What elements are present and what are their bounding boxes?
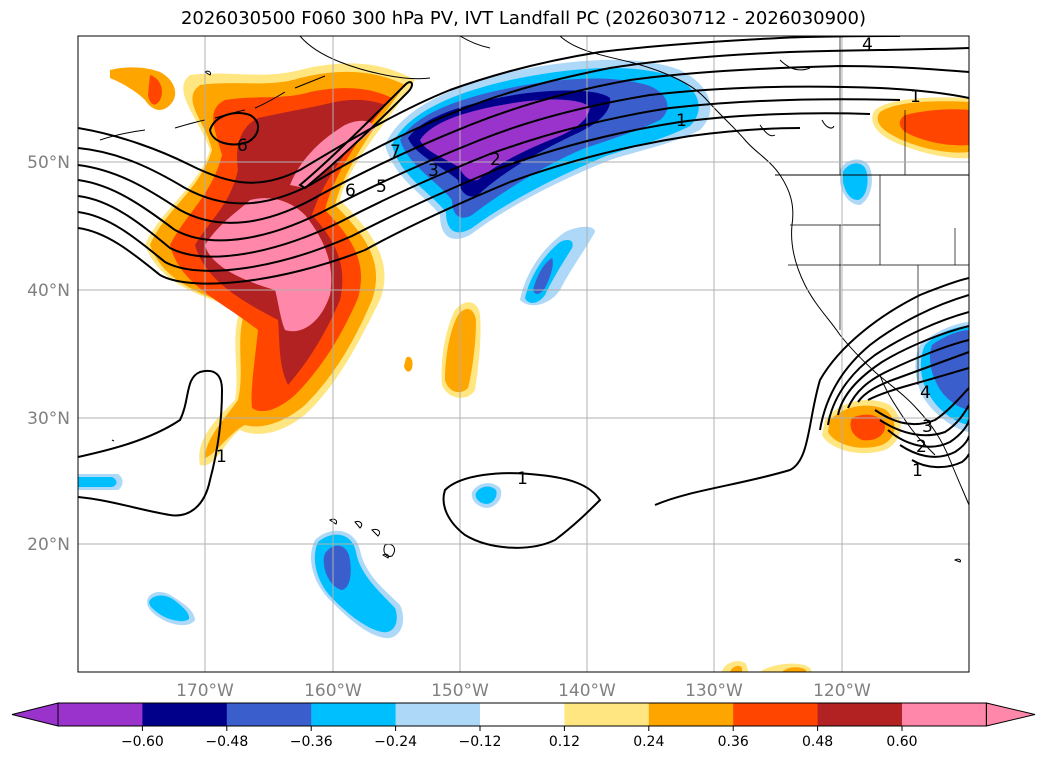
colorbar-tick-label: −0.24 (374, 734, 417, 750)
contour-jet-6 (78, 112, 871, 272)
coastline-north-america (559, 36, 969, 506)
contour-jet-4 (78, 85, 969, 242)
contour-label: 4 (920, 383, 931, 403)
contour-label: 2 (916, 437, 927, 457)
contour-trough-south (78, 370, 224, 517)
colorbar-cell (395, 703, 481, 726)
colorbar-cell (648, 703, 734, 726)
contour-label: 5 (376, 177, 387, 197)
contour-sw-1 (654, 277, 969, 506)
contour-labels: 4 1 6 7 2 6 5 3 1 1 2 3 4 1 1 (216, 35, 933, 489)
colorbar-cell (480, 703, 565, 726)
shading-neg-ridge-purple (420, 99, 590, 181)
contour-sw-3 (827, 311, 969, 426)
contour-label: 3 (428, 161, 439, 181)
shading-pv-alaska-blob-inner (148, 75, 162, 105)
shading-pv-baja-blob-red (850, 414, 886, 441)
contour-jet-7 (78, 127, 801, 285)
contour-jet-5 (78, 98, 901, 258)
coastline-alaska (299, 36, 491, 80)
shading-pv-canada-blob-red (899, 109, 969, 146)
lon-label-160w: 160°W (304, 681, 362, 701)
contour-sw-4 (837, 325, 969, 416)
border-canada-provinces (839, 36, 906, 175)
latitude-labels: 50°N 40°N 30°N 20°N (27, 153, 70, 555)
contour-label: 6 (345, 181, 356, 201)
colorbar-cell (142, 703, 228, 726)
lat-label-50n: 50°N (27, 153, 70, 173)
colorbar-cell (902, 703, 987, 726)
lat-label-20n: 20°N (27, 535, 70, 555)
lon-label-120w: 120°W (813, 681, 871, 701)
contour-sw-7 (867, 367, 969, 401)
contour-label: 1 (912, 461, 923, 481)
colorbar-tick-label: −0.36 (290, 734, 333, 750)
lon-label-140w: 140°W (558, 681, 616, 701)
lat-label-30n: 30°N (27, 409, 70, 429)
colorbar-tick-label: −0.60 (121, 734, 164, 750)
contour-label: 7 (390, 142, 401, 162)
colorbar-tick-label: 0.48 (802, 734, 833, 750)
colorbar-outline (57, 702, 987, 727)
contour-sw-2 (819, 294, 969, 431)
contour-label: 1 (910, 87, 921, 107)
colorbar-tick-label: 0.12 (549, 734, 580, 750)
contour-sw-6 (857, 351, 969, 403)
colorbar-tick-label: 0.60 (886, 734, 917, 750)
colorbar-cell (226, 703, 312, 726)
colorbar-tick-label: −0.48 (205, 734, 248, 750)
lon-label-170w: 170°W (176, 681, 234, 701)
contour-label: 1 (216, 447, 227, 467)
contour-jet-1 (78, 36, 901, 184)
contour-closed-1-mid (442, 472, 602, 549)
colorbar-tick-label: 0.24 (633, 734, 664, 750)
colorbar-tick-label: 0.36 (718, 734, 749, 750)
colorbar-cell (58, 703, 143, 726)
map-panel: 4 1 6 7 2 6 5 3 1 1 2 3 4 1 1 (77, 35, 970, 673)
contour-closed-6 (208, 112, 259, 146)
contour-sw-5 (847, 339, 969, 409)
coastline-hawaii (329, 518, 395, 557)
contour-label: 6 (237, 136, 248, 156)
colorbar-extend-low (11, 702, 59, 727)
contour-label: 1 (676, 111, 687, 131)
colorbar-extend-high (985, 702, 1036, 727)
contour-jet-3 (78, 64, 969, 224)
longitude-labels: 170°W 160°W 150°W 140°W 130°W 120°W (176, 681, 871, 701)
contour-label: 4 (862, 35, 873, 55)
colorbar: −0.60 −0.48 −0.36 −0.24 −0.12 0.12 0.24 0.36 0.4… (11, 702, 1036, 750)
contour-label: 2 (490, 150, 501, 170)
contour-trough-tongue (298, 81, 413, 190)
lon-label-130w: 130°W (685, 681, 743, 701)
colorbar-cell (733, 703, 819, 726)
lat-label-40n: 40°N (27, 281, 70, 301)
contour-label: 3 (922, 417, 933, 437)
contour-jet-2 (78, 47, 969, 205)
lon-label-150w: 150°W (431, 681, 489, 701)
colorbar-cell (311, 703, 397, 726)
contour-label: 1 (517, 469, 528, 489)
coastlines (99, 36, 969, 563)
colorbar-cell (817, 703, 903, 726)
colorbar-cell (564, 703, 650, 726)
map-title: 2026030500 F060 300 hPa PV, IVT Landfall… (180, 8, 867, 29)
colorbar-tick-label: −0.12 (459, 734, 502, 750)
border-us-states (788, 175, 969, 385)
ivt-contours (78, 36, 969, 549)
